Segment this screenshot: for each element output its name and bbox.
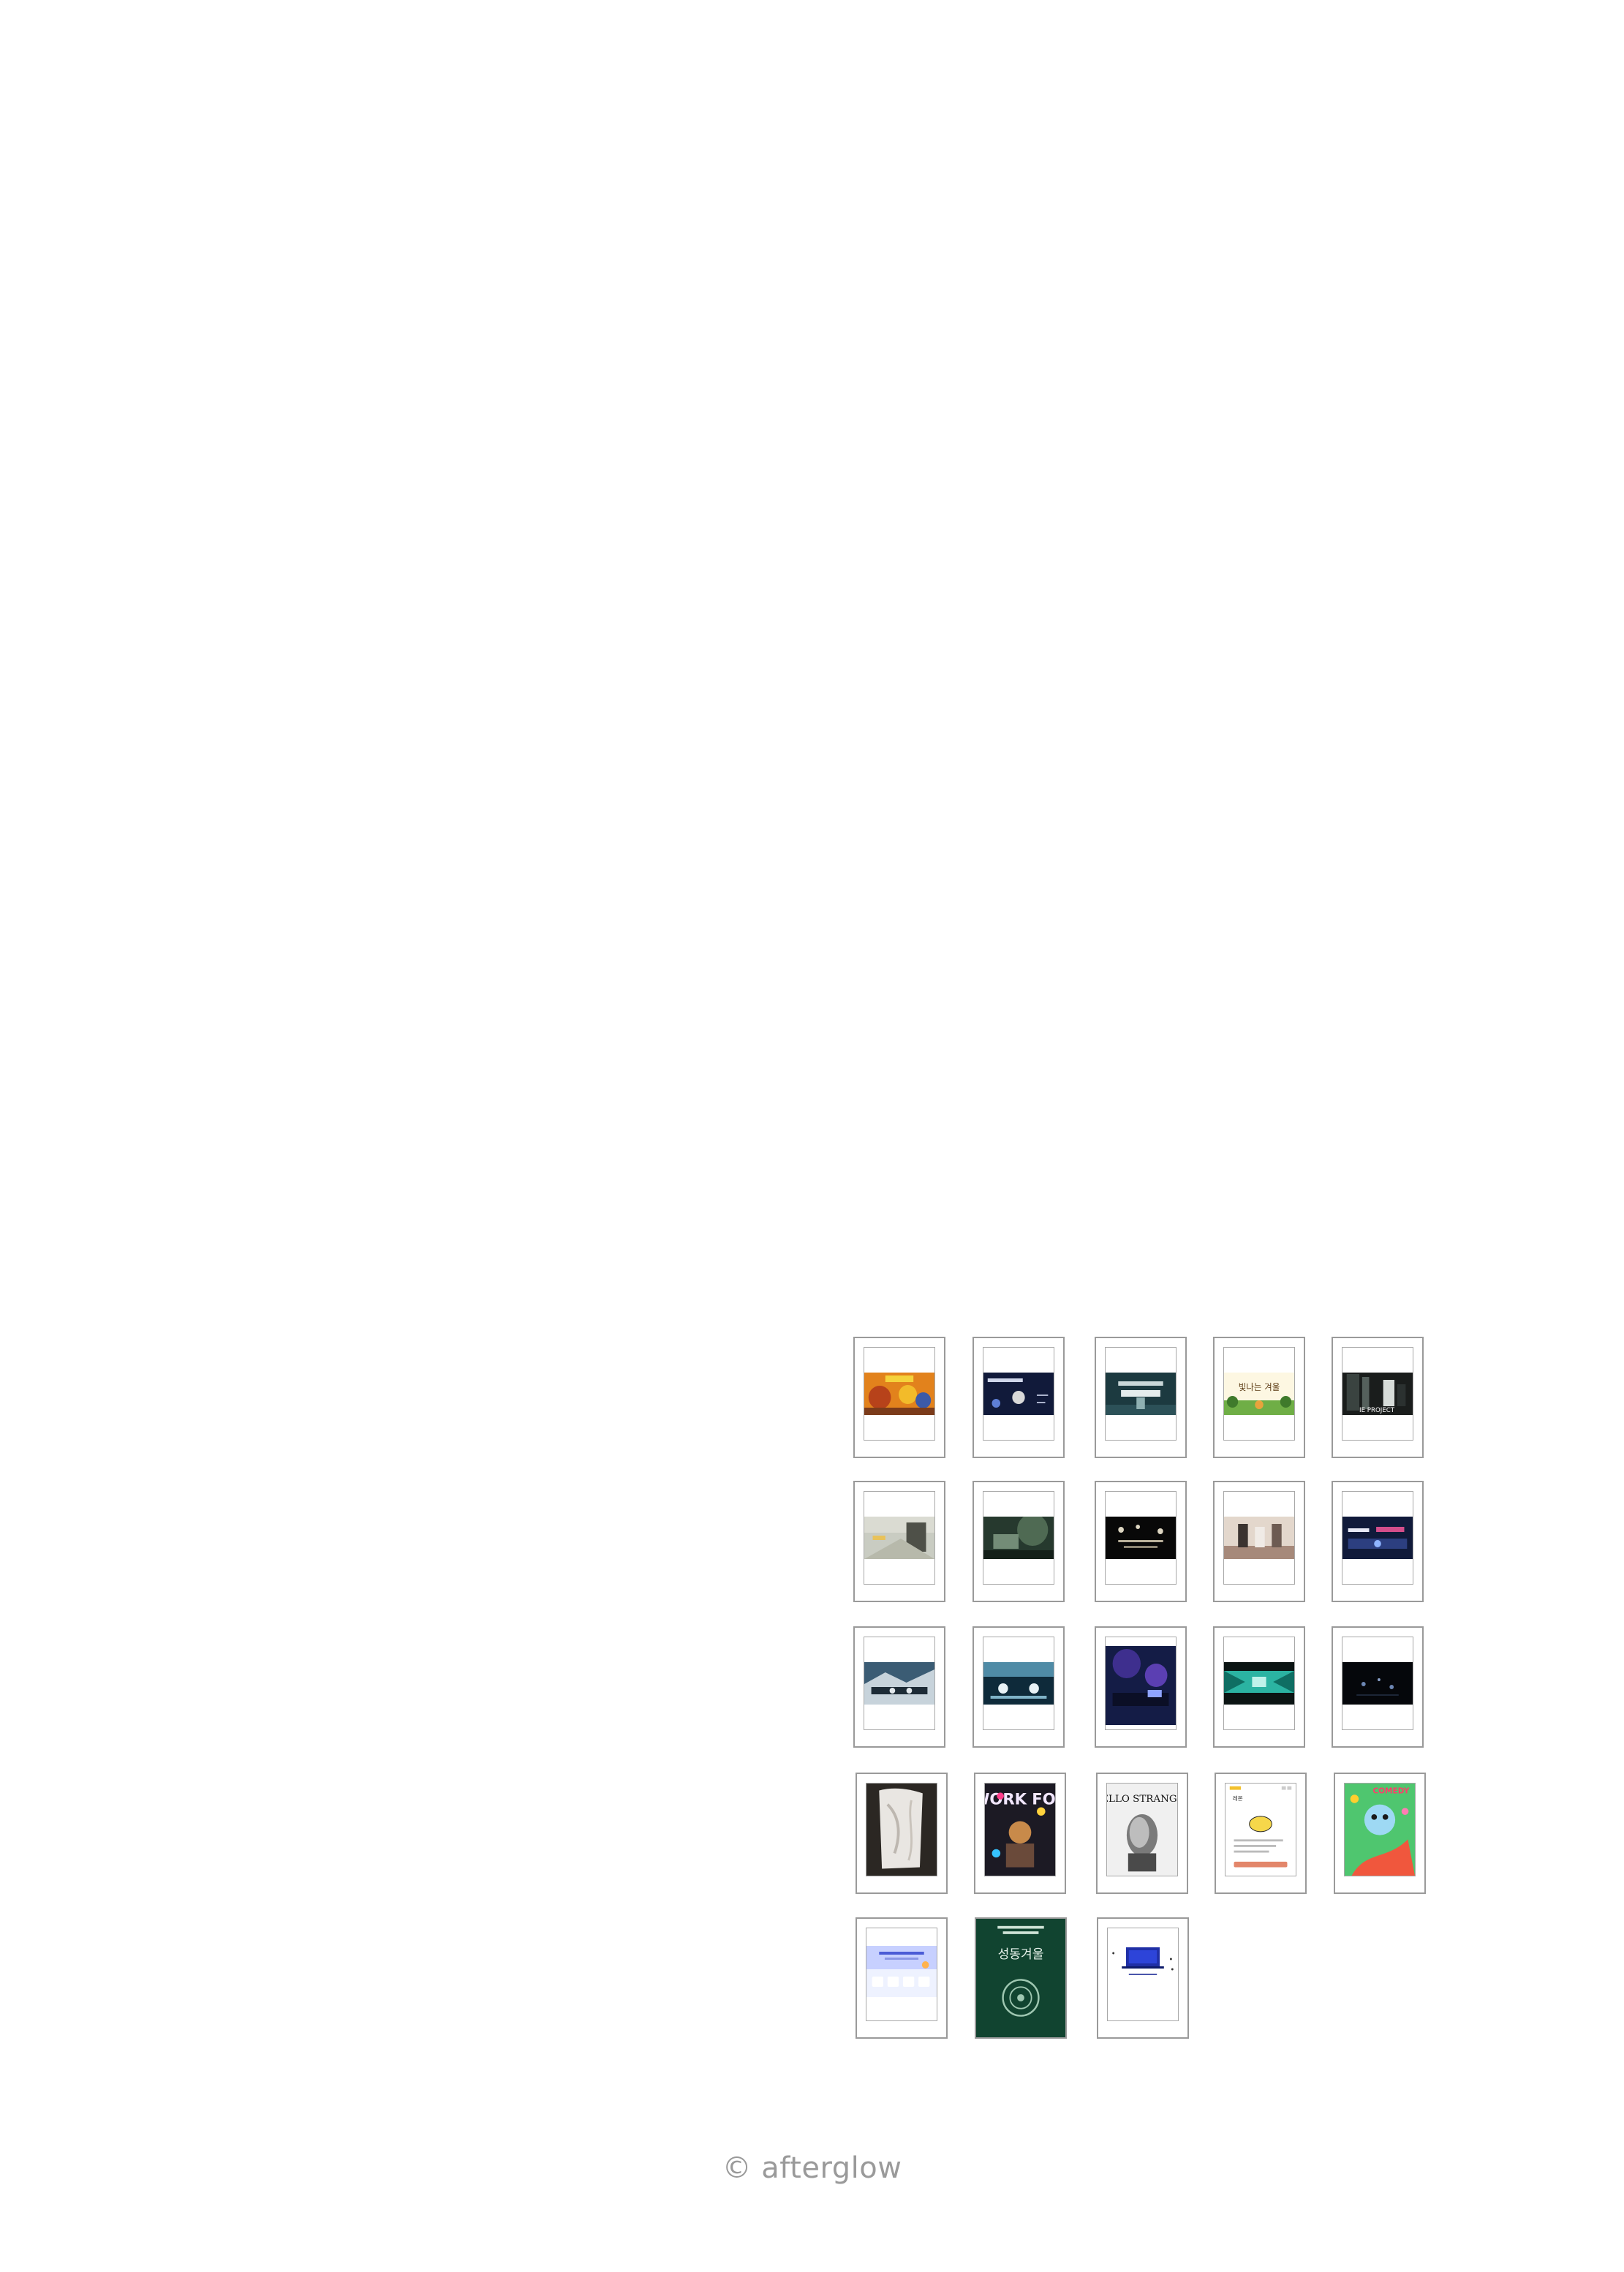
card-frame: 빛나는 겨울 bbox=[1223, 1347, 1295, 1441]
project-thumbnail bbox=[866, 1784, 937, 1876]
card-frame bbox=[1342, 1637, 1413, 1730]
project-card-15[interactable] bbox=[1332, 1626, 1424, 1748]
project-card-20[interactable]: COMEDY bbox=[1334, 1773, 1426, 1894]
card-frame bbox=[1223, 1491, 1295, 1585]
card-frame bbox=[1105, 1491, 1177, 1585]
thumbnail-title: 빛나는 겨울 bbox=[1239, 1382, 1280, 1392]
project-card-10[interactable] bbox=[1332, 1481, 1424, 1602]
project-thumbnail bbox=[1106, 1517, 1176, 1559]
project-thumbnail bbox=[1224, 1662, 1294, 1705]
project-card-1[interactable] bbox=[853, 1337, 945, 1458]
project-thumbnail bbox=[983, 1373, 1054, 1415]
project-card-16[interactable] bbox=[856, 1773, 948, 1894]
card-frame bbox=[1342, 1491, 1413, 1585]
card-frame: WORK FOR bbox=[984, 1783, 1056, 1876]
card-frame: IE PROJECT bbox=[1342, 1347, 1413, 1441]
project-card-7[interactable] bbox=[972, 1481, 1065, 1602]
project-thumbnail bbox=[1108, 1944, 1178, 1981]
project-card-6[interactable] bbox=[853, 1481, 945, 1602]
card-frame: 레몬 bbox=[1225, 1783, 1296, 1876]
card-frame: COMEDY bbox=[1344, 1783, 1416, 1876]
project-thumbnail bbox=[1106, 1373, 1176, 1415]
project-card-22[interactable]: 성동겨울 bbox=[975, 1917, 1067, 2039]
project-card-23[interactable] bbox=[1097, 1917, 1189, 2039]
project-card-9[interactable] bbox=[1213, 1481, 1305, 1602]
project-thumbnail: HELLO STRANGER bbox=[1107, 1784, 1177, 1876]
project-thumbnail bbox=[864, 1517, 934, 1559]
card-frame bbox=[866, 1783, 937, 1876]
thumbnail-title: COMEDY bbox=[1372, 1786, 1409, 1795]
project-card-17[interactable]: WORK FOR bbox=[974, 1773, 1066, 1894]
project-card-11[interactable] bbox=[853, 1626, 945, 1748]
card-frame bbox=[983, 1637, 1054, 1730]
copyright-footer: © afterglow bbox=[722, 2151, 902, 2185]
card-frame bbox=[864, 1491, 935, 1585]
project-thumbnail bbox=[866, 1946, 937, 1997]
card-frame bbox=[1107, 1928, 1179, 2021]
project-card-12[interactable] bbox=[972, 1626, 1065, 1748]
project-thumbnail bbox=[1224, 1517, 1294, 1559]
thumbnail-title: WORK FOR bbox=[985, 1790, 1055, 1808]
card-frame bbox=[983, 1347, 1054, 1441]
project-thumbnail: IE PROJECT bbox=[1342, 1373, 1413, 1415]
card-frame bbox=[864, 1637, 935, 1730]
card-frame bbox=[1223, 1637, 1295, 1730]
thumbnail-title: HELLO STRANGER bbox=[1107, 1794, 1177, 1805]
card-frame: 성동겨울 bbox=[976, 1919, 1065, 2037]
project-thumbnail bbox=[864, 1662, 934, 1705]
project-thumbnail bbox=[1342, 1517, 1413, 1559]
project-thumbnail: WORK FOR bbox=[985, 1784, 1055, 1876]
project-thumbnail bbox=[864, 1373, 934, 1415]
project-card-4[interactable]: 빛나는 겨울 bbox=[1213, 1337, 1305, 1458]
project-card-2[interactable] bbox=[972, 1337, 1065, 1458]
card-frame bbox=[864, 1347, 935, 1441]
project-thumbnail: 성동겨울 bbox=[976, 1919, 1065, 2037]
project-thumbnail bbox=[983, 1662, 1054, 1705]
thumbnail-title: IE PROJECT bbox=[1359, 1407, 1395, 1414]
project-card-21[interactable] bbox=[856, 1917, 948, 2039]
project-thumbnail bbox=[1106, 1646, 1176, 1725]
project-card-3[interactable] bbox=[1095, 1337, 1187, 1458]
card-frame bbox=[866, 1928, 937, 2021]
project-card-14[interactable] bbox=[1213, 1626, 1305, 1748]
card-frame bbox=[1105, 1637, 1177, 1730]
card-frame bbox=[983, 1491, 1054, 1585]
project-thumbnail: COMEDY bbox=[1345, 1784, 1415, 1876]
thumbnail-title: 레몬 bbox=[1233, 1795, 1243, 1802]
project-thumbnail: 레몬 bbox=[1225, 1784, 1296, 1876]
project-card-8[interactable] bbox=[1095, 1481, 1187, 1602]
project-card-13[interactable] bbox=[1095, 1626, 1187, 1748]
project-card-19[interactable]: 레몬 bbox=[1215, 1773, 1307, 1894]
card-frame: HELLO STRANGER bbox=[1106, 1783, 1178, 1876]
project-thumbnail bbox=[1342, 1662, 1413, 1705]
project-card-18[interactable]: HELLO STRANGER bbox=[1096, 1773, 1188, 1894]
thumbnail-title: 성동겨울 bbox=[998, 1947, 1044, 1962]
project-thumbnail: 빛나는 겨울 bbox=[1224, 1373, 1294, 1415]
project-card-5[interactable]: IE PROJECT bbox=[1332, 1337, 1424, 1458]
card-frame bbox=[1105, 1347, 1177, 1441]
project-thumbnail bbox=[983, 1517, 1054, 1559]
